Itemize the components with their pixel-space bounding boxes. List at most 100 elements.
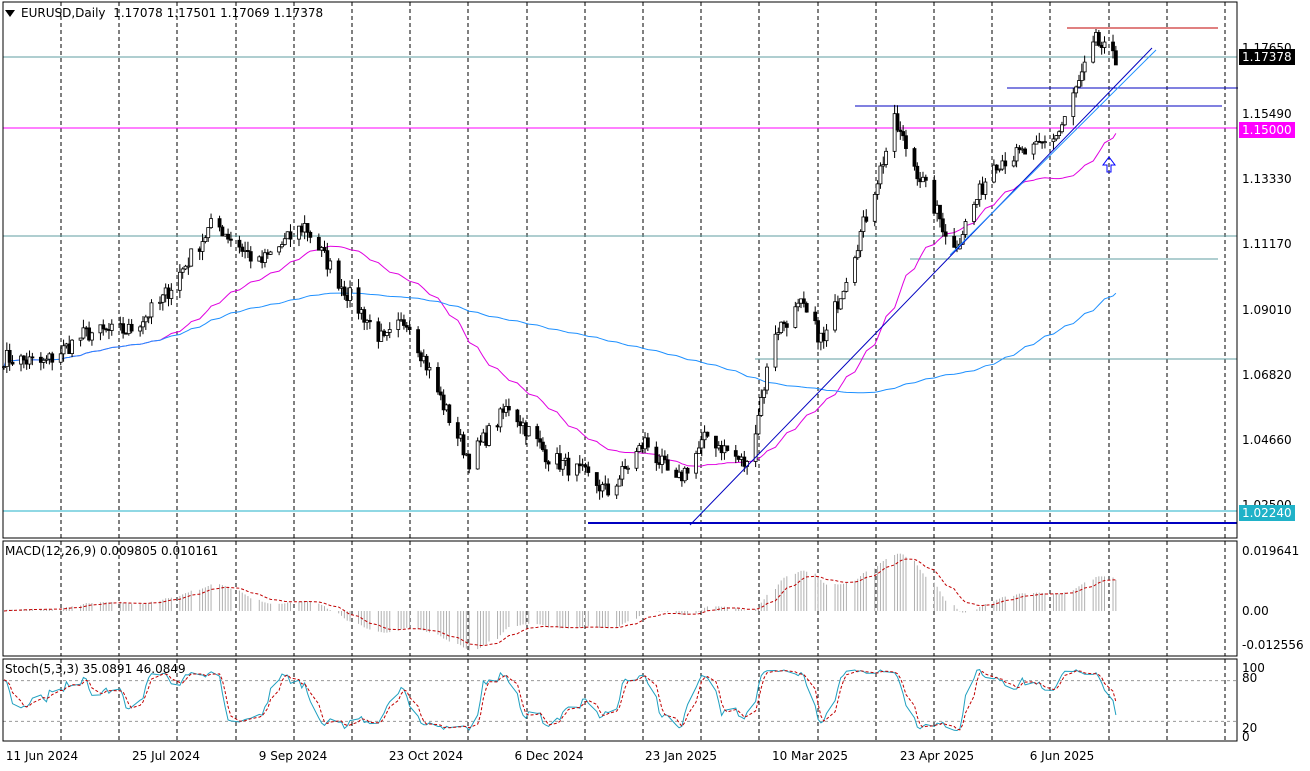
candle-body <box>385 332 389 336</box>
candle-body <box>974 199 979 205</box>
candle-body <box>455 422 460 439</box>
stoch-tick-80: 80 <box>1242 671 1258 685</box>
candle-body <box>858 231 863 252</box>
candle-body <box>226 233 230 240</box>
candle-body <box>229 238 233 241</box>
time-tick: 11 Jun 2024 <box>5 749 79 763</box>
candle-body <box>475 440 480 470</box>
candle-body <box>994 164 999 171</box>
macd-tick-zero: 0.00 <box>1242 604 1269 618</box>
candle-body <box>1079 71 1084 81</box>
candle-body <box>342 286 347 296</box>
candle-body <box>336 260 341 289</box>
candle-body <box>705 431 710 437</box>
macd-tick-bottom: -0.012556 <box>1242 638 1304 652</box>
candle-body <box>1011 160 1016 167</box>
candle-body <box>367 319 372 323</box>
candle-body <box>200 241 205 252</box>
chart-header: EURUSD,Daily 1.17078 1.17501 1.17069 1.1… <box>5 6 323 20</box>
candle-body <box>940 218 945 233</box>
candle-body <box>614 485 619 496</box>
candle-body <box>733 450 738 457</box>
candle-body <box>938 204 942 220</box>
macd-pane <box>3 553 1117 651</box>
candle-body <box>1054 135 1059 140</box>
candle-body <box>263 252 267 263</box>
candle-body <box>209 218 213 229</box>
candle-body <box>833 301 837 331</box>
candle-body <box>348 287 352 301</box>
candle-body <box>526 426 531 437</box>
candle-body <box>160 294 165 303</box>
candle-body <box>143 316 148 323</box>
candle-body <box>1003 160 1008 167</box>
candle-body <box>645 437 650 448</box>
pane-frame-1 <box>2 540 1238 657</box>
candle-body <box>268 251 273 255</box>
candle-body <box>623 466 628 469</box>
candle-body <box>58 353 63 363</box>
candle-body <box>240 246 245 252</box>
candle-body <box>915 165 920 180</box>
candle-body <box>575 463 579 476</box>
candle-body <box>308 231 313 238</box>
candle-body <box>1031 143 1036 155</box>
candle-body <box>217 218 222 228</box>
candle-body <box>841 290 846 300</box>
candle-body <box>560 460 565 470</box>
trendline-channel <box>949 49 1157 256</box>
candle-body <box>407 326 412 331</box>
candle-body <box>660 455 664 465</box>
candle-body <box>305 223 310 233</box>
candle-body <box>220 226 225 237</box>
candle-body <box>838 298 843 310</box>
menu-arrow-icon[interactable] <box>5 10 15 17</box>
candle-body <box>682 467 687 482</box>
candle-body <box>515 409 520 423</box>
candle-body <box>487 425 491 446</box>
candle-body <box>895 113 900 131</box>
candle-body <box>881 164 886 167</box>
candle-body <box>594 472 599 486</box>
candle-body <box>694 453 698 474</box>
candle-body <box>288 231 293 240</box>
candle-body <box>654 446 659 464</box>
candle-body <box>784 323 789 328</box>
candle-body <box>441 394 446 411</box>
candle-body <box>776 332 781 335</box>
candle-body <box>697 447 701 454</box>
candle-body <box>546 461 551 465</box>
candle-body <box>1014 147 1019 162</box>
candle-body <box>963 221 968 235</box>
candle-body <box>138 326 143 332</box>
candle-body <box>78 337 83 341</box>
candle-body <box>813 311 818 322</box>
candle-body <box>861 216 866 232</box>
candle-body <box>121 323 126 334</box>
candle-body <box>38 356 43 363</box>
candle-body <box>983 181 988 195</box>
candle-body <box>129 323 134 332</box>
candle-body <box>884 150 889 165</box>
candle-body <box>424 355 429 371</box>
candle-body <box>50 353 55 363</box>
candle-body <box>149 302 154 318</box>
macd-tick-top: 0.019641 <box>1242 544 1300 558</box>
candle-body <box>583 464 588 468</box>
time-tick: 23 Jan 2025 <box>645 749 717 763</box>
candle-body <box>30 356 35 359</box>
time-tick: 6 Dec 2024 <box>514 749 584 763</box>
candle-body <box>617 478 622 487</box>
candle-body <box>753 433 758 462</box>
candle-body <box>1074 86 1079 94</box>
candle-body <box>779 321 784 333</box>
candle-body <box>461 434 466 456</box>
candle-body <box>158 301 162 304</box>
candle-body <box>356 287 361 314</box>
stoch-tick-0: 0 <box>1242 730 1250 744</box>
candle-body <box>855 250 860 259</box>
candle-body <box>61 345 66 355</box>
candle-body <box>853 257 857 283</box>
